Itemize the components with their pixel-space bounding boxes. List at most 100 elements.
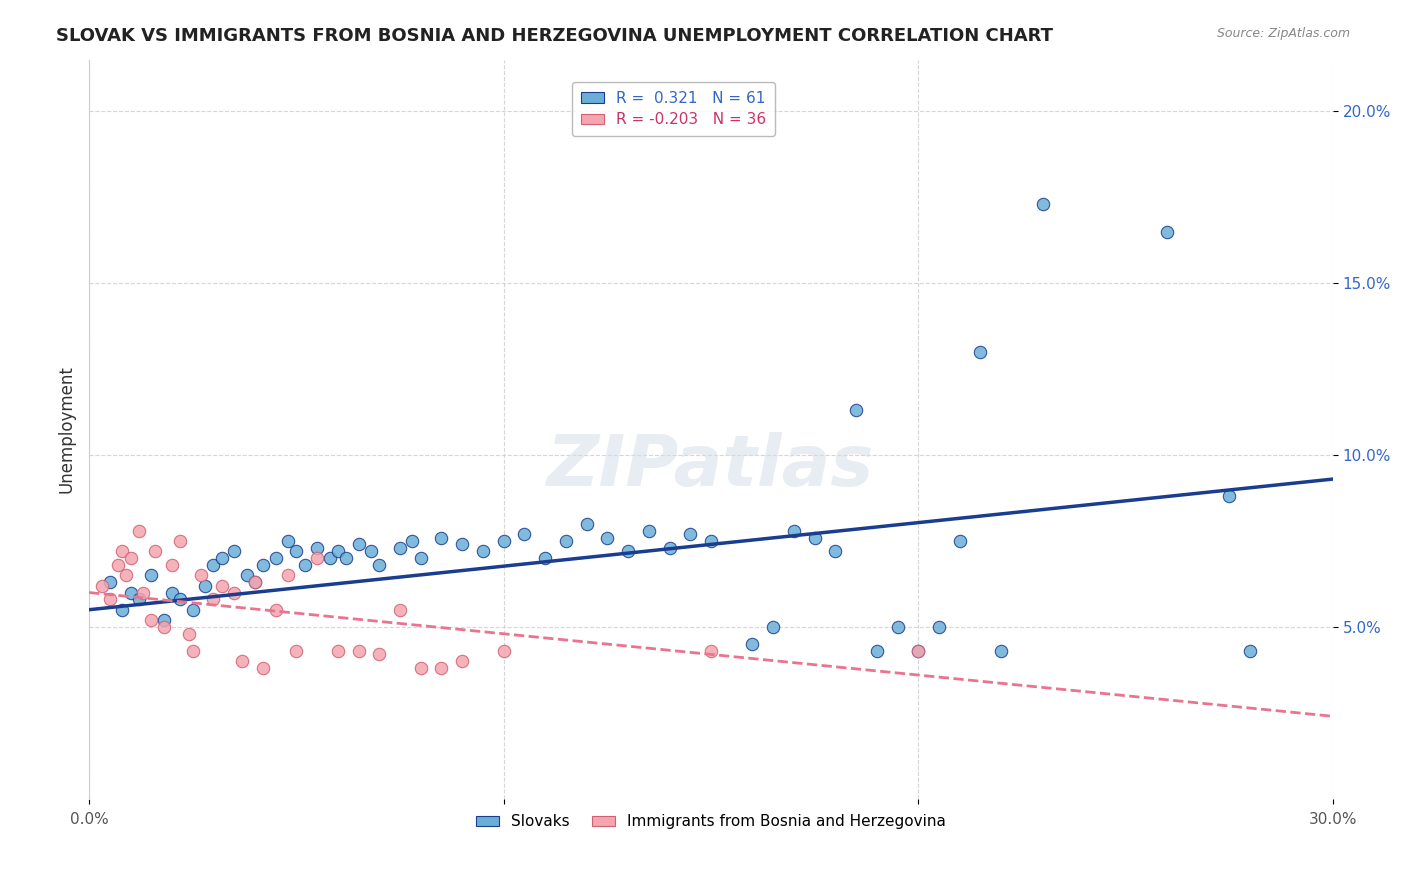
Point	[264, 551, 287, 566]
Point	[430, 661, 453, 675]
Point	[202, 558, 225, 572]
Point	[190, 568, 212, 582]
Point	[181, 644, 204, 658]
Point	[160, 585, 183, 599]
Point	[107, 558, 129, 572]
Point	[679, 527, 702, 541]
Point	[1156, 225, 1178, 239]
Point	[658, 541, 681, 555]
Point	[307, 541, 329, 555]
Point	[90, 579, 112, 593]
Point	[111, 544, 134, 558]
Point	[285, 544, 308, 558]
Point	[368, 648, 391, 662]
Point	[211, 579, 233, 593]
Point	[277, 533, 299, 548]
Text: 0.0%: 0.0%	[70, 812, 108, 827]
Point	[575, 516, 598, 531]
Point	[969, 344, 991, 359]
Point	[741, 637, 763, 651]
Point	[120, 551, 142, 566]
Point	[252, 558, 274, 572]
Point	[231, 654, 253, 668]
Point	[907, 644, 929, 658]
Point	[326, 544, 349, 558]
Point	[990, 644, 1012, 658]
Point	[803, 531, 825, 545]
Point	[202, 592, 225, 607]
Point	[120, 585, 142, 599]
Point	[824, 544, 846, 558]
Point	[169, 592, 191, 607]
Point	[451, 537, 474, 551]
Point	[177, 627, 200, 641]
Point	[409, 661, 432, 675]
Point	[111, 603, 134, 617]
Point	[866, 644, 889, 658]
Text: SLOVAK VS IMMIGRANTS FROM BOSNIA AND HERZEGOVINA UNEMPLOYMENT CORRELATION CHART: SLOVAK VS IMMIGRANTS FROM BOSNIA AND HER…	[56, 27, 1053, 45]
Point	[845, 403, 868, 417]
Point	[554, 533, 576, 548]
Point	[128, 592, 150, 607]
Text: 30.0%: 30.0%	[1309, 812, 1357, 827]
Point	[181, 603, 204, 617]
Text: ZIPatlas: ZIPatlas	[547, 432, 875, 500]
Point	[1032, 197, 1054, 211]
Point	[224, 544, 246, 558]
Point	[335, 551, 357, 566]
Legend: Slovaks, Immigrants from Bosnia and Herzegovina: Slovaks, Immigrants from Bosnia and Herz…	[470, 808, 952, 836]
Point	[277, 568, 299, 582]
Point	[1239, 644, 1261, 658]
Point	[132, 585, 155, 599]
Point	[243, 575, 266, 590]
Point	[169, 533, 191, 548]
Point	[294, 558, 316, 572]
Point	[637, 524, 659, 538]
Point	[360, 544, 382, 558]
Point	[347, 537, 370, 551]
Point	[928, 620, 950, 634]
Point	[513, 527, 536, 541]
Point	[401, 533, 423, 548]
Point	[152, 620, 174, 634]
Point	[409, 551, 432, 566]
Point	[243, 575, 266, 590]
Point	[326, 644, 349, 658]
Point	[347, 644, 370, 658]
Point	[886, 620, 908, 634]
Point	[492, 644, 515, 658]
Point	[194, 579, 217, 593]
Point	[307, 551, 329, 566]
Point	[492, 533, 515, 548]
Point	[700, 533, 723, 548]
Point	[252, 661, 274, 675]
Point	[224, 585, 246, 599]
Point	[783, 524, 806, 538]
Point	[534, 551, 557, 566]
Point	[318, 551, 340, 566]
Point	[235, 568, 257, 582]
Point	[98, 592, 121, 607]
Point	[471, 544, 494, 558]
Point	[128, 524, 150, 538]
Point	[389, 603, 412, 617]
Point	[285, 644, 308, 658]
Text: Source: ZipAtlas.com: Source: ZipAtlas.com	[1216, 27, 1350, 40]
Point	[98, 575, 121, 590]
Point	[700, 644, 723, 658]
Point	[949, 533, 972, 548]
Point	[907, 644, 929, 658]
Point	[451, 654, 474, 668]
Point	[1218, 489, 1240, 503]
Y-axis label: Unemployment: Unemployment	[58, 366, 75, 493]
Point	[596, 531, 619, 545]
Point	[115, 568, 138, 582]
Point	[160, 558, 183, 572]
Point	[389, 541, 412, 555]
Point	[145, 544, 167, 558]
Point	[617, 544, 640, 558]
Point	[368, 558, 391, 572]
Point	[152, 613, 174, 627]
Point	[141, 568, 163, 582]
Point	[762, 620, 785, 634]
